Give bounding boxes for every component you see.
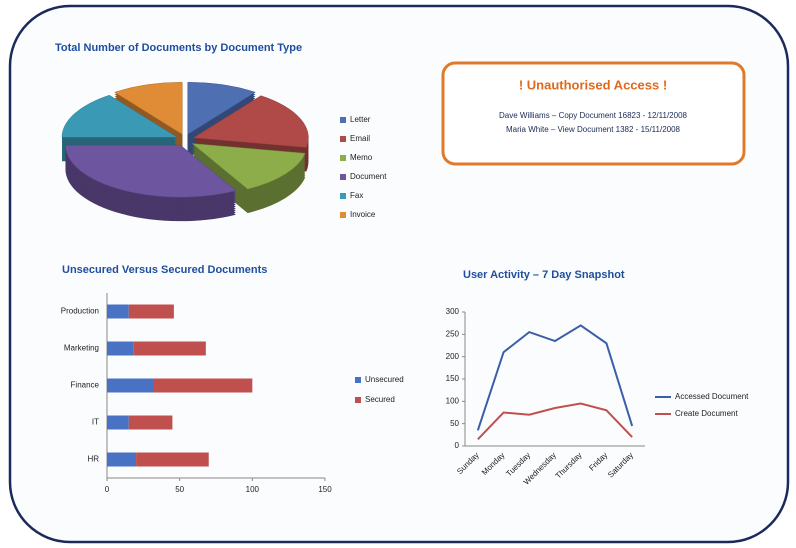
legend-swatch: [355, 397, 361, 403]
chart-title: User Activity – 7 Day Snapshot: [463, 269, 625, 281]
legend-label: Letter: [350, 115, 371, 124]
y-tick-label: 200: [446, 352, 460, 361]
y-tick-label: Marketing: [64, 344, 99, 353]
x-tick-label: 0: [105, 485, 110, 494]
x-tick-label: 100: [246, 485, 260, 494]
legend-swatch: [355, 377, 361, 383]
pie-slice: [114, 82, 183, 135]
pie-slice: [61, 94, 178, 138]
chart-title: Total Number of Documents by Document Ty…: [55, 42, 302, 54]
alert-box: [441, 61, 746, 166]
legend-swatch: [340, 155, 346, 161]
y-tick-label: Finance: [71, 381, 100, 390]
y-tick-label: 50: [450, 419, 459, 428]
legend-swatch: [340, 117, 346, 123]
bar: [107, 304, 129, 319]
legend-label: Fax: [350, 191, 363, 200]
legend-label: Document: [350, 172, 387, 181]
x-tick-label: 150: [318, 485, 332, 494]
bar: [107, 415, 129, 430]
line: [477, 402, 633, 440]
x-tick-label: 50: [175, 485, 184, 494]
pie-slice: [187, 82, 256, 135]
y-tick-label: 150: [446, 374, 460, 383]
legend-label: Secured: [365, 395, 395, 404]
legend-label: Memo: [350, 153, 373, 162]
legend-label: Invoice: [350, 210, 376, 219]
legend-swatch: [340, 174, 346, 180]
y-tick-label: Production: [61, 307, 99, 316]
legend-swatch: [340, 193, 346, 199]
line: [476, 324, 634, 431]
legend-label: Create Document: [675, 409, 738, 418]
bar: [136, 452, 209, 467]
legend-swatch: [340, 212, 346, 218]
bar: [107, 452, 137, 467]
pie-slice: [191, 143, 306, 190]
pie-slice: [65, 144, 237, 198]
alert-title: ! Unauthorised Access !: [519, 77, 667, 92]
legend-label: Unsecured: [365, 375, 404, 384]
alert-line: Dave Williams – Copy Document 16823 - 12…: [499, 111, 688, 120]
bar: [107, 341, 134, 356]
legend-swatch: [340, 136, 346, 142]
y-tick-label: 100: [446, 396, 460, 405]
pie-slice: [192, 95, 309, 148]
bar: [128, 415, 173, 430]
y-tick-label: IT: [92, 418, 99, 427]
alert-line: Maria White – View Document 1382 - 15/11…: [506, 125, 681, 134]
bar: [153, 378, 253, 393]
bar: [107, 378, 154, 393]
legend-label: Email: [350, 134, 370, 143]
y-tick-label: HR: [87, 455, 99, 464]
y-tick-label: 250: [446, 329, 460, 338]
legend-label: Accessed Document: [675, 392, 749, 401]
chart-title: Unsecured Versus Secured Documents: [62, 264, 267, 276]
bar: [133, 341, 206, 356]
y-tick-label: 300: [446, 307, 460, 316]
bar: [128, 304, 174, 319]
y-tick-label: 0: [455, 441, 460, 450]
